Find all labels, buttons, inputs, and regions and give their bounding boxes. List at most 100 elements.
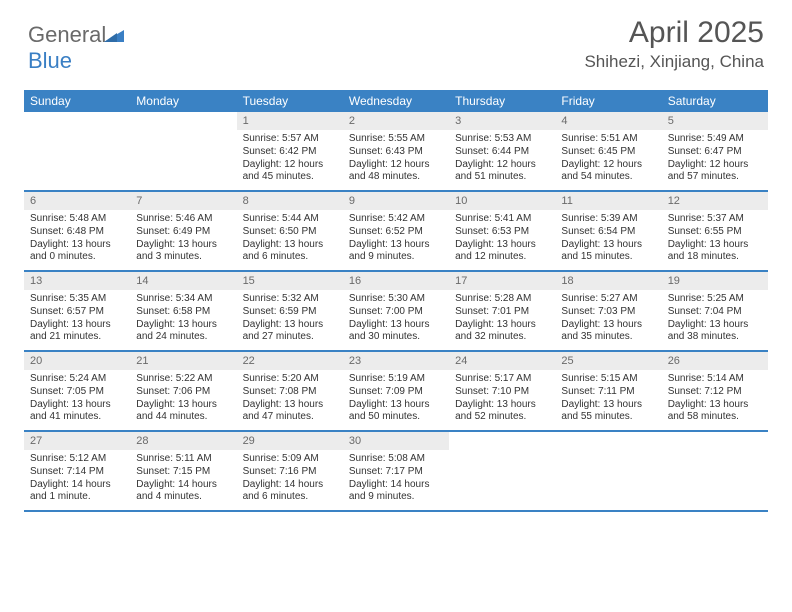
sunset-text: Sunset: 6:43 PM: [349, 146, 443, 159]
day-number: 7: [130, 192, 236, 210]
day-number: 26: [662, 352, 768, 370]
day-number: 3: [449, 112, 555, 130]
sunrise-text: Sunrise: 5:53 AM: [455, 133, 549, 146]
day-body: Sunrise: 5:22 AMSunset: 7:06 PMDaylight:…: [130, 370, 236, 429]
day-number: 2: [343, 112, 449, 130]
days-of-week-header: Sunday Monday Tuesday Wednesday Thursday…: [24, 90, 768, 112]
sunrise-text: Sunrise: 5:19 AM: [349, 373, 443, 386]
page-header: General Blue April 2025 Shihezi, Xinjian…: [0, 0, 792, 90]
calendar-day-cell: 25Sunrise: 5:15 AMSunset: 7:11 PMDayligh…: [555, 352, 661, 430]
day-number: 23: [343, 352, 449, 370]
day-number: 6: [24, 192, 130, 210]
calendar-empty-cell: [130, 112, 236, 190]
day-body: Sunrise: 5:44 AMSunset: 6:50 PMDaylight:…: [237, 210, 343, 269]
day-number: 20: [24, 352, 130, 370]
day-number: 25: [555, 352, 661, 370]
calendar-day-cell: 18Sunrise: 5:27 AMSunset: 7:03 PMDayligh…: [555, 272, 661, 350]
daylight-text: Daylight: 13 hours and 21 minutes.: [30, 319, 124, 345]
day-body: Sunrise: 5:49 AMSunset: 6:47 PMDaylight:…: [662, 130, 768, 189]
day-number: 9: [343, 192, 449, 210]
sunset-text: Sunset: 6:55 PM: [668, 226, 762, 239]
dow-thursday: Thursday: [449, 90, 555, 112]
day-number: 13: [24, 272, 130, 290]
day-number: 19: [662, 272, 768, 290]
sunrise-text: Sunrise: 5:46 AM: [136, 213, 230, 226]
sunset-text: Sunset: 7:16 PM: [243, 466, 337, 479]
sunset-text: Sunset: 7:11 PM: [561, 386, 655, 399]
day-body: Sunrise: 5:48 AMSunset: 6:48 PMDaylight:…: [24, 210, 130, 269]
daylight-text: Daylight: 13 hours and 32 minutes.: [455, 319, 549, 345]
daylight-text: Daylight: 13 hours and 12 minutes.: [455, 239, 549, 265]
calendar-day-cell: 22Sunrise: 5:20 AMSunset: 7:08 PMDayligh…: [237, 352, 343, 430]
sunset-text: Sunset: 7:12 PM: [668, 386, 762, 399]
calendar-day-cell: 24Sunrise: 5:17 AMSunset: 7:10 PMDayligh…: [449, 352, 555, 430]
sunset-text: Sunset: 6:58 PM: [136, 306, 230, 319]
daylight-text: Daylight: 12 hours and 51 minutes.: [455, 159, 549, 185]
day-body: Sunrise: 5:34 AMSunset: 6:58 PMDaylight:…: [130, 290, 236, 349]
day-number: 5: [662, 112, 768, 130]
sunset-text: Sunset: 7:05 PM: [30, 386, 124, 399]
logo-triangle-icon: [104, 22, 124, 48]
sunrise-text: Sunrise: 5:49 AM: [668, 133, 762, 146]
sunrise-text: Sunrise: 5:14 AM: [668, 373, 762, 386]
daylight-text: Daylight: 13 hours and 3 minutes.: [136, 239, 230, 265]
day-body: Sunrise: 5:12 AMSunset: 7:14 PMDaylight:…: [24, 450, 130, 509]
sunrise-text: Sunrise: 5:41 AM: [455, 213, 549, 226]
day-body: Sunrise: 5:09 AMSunset: 7:16 PMDaylight:…: [237, 450, 343, 509]
calendar-day-cell: 2Sunrise: 5:55 AMSunset: 6:43 PMDaylight…: [343, 112, 449, 190]
calendar-week-row: 6Sunrise: 5:48 AMSunset: 6:48 PMDaylight…: [24, 192, 768, 272]
sunset-text: Sunset: 7:00 PM: [349, 306, 443, 319]
daylight-text: Daylight: 12 hours and 45 minutes.: [243, 159, 337, 185]
sunrise-text: Sunrise: 5:20 AM: [243, 373, 337, 386]
sunrise-text: Sunrise: 5:32 AM: [243, 293, 337, 306]
day-body: Sunrise: 5:20 AMSunset: 7:08 PMDaylight:…: [237, 370, 343, 429]
dow-saturday: Saturday: [662, 90, 768, 112]
sunset-text: Sunset: 6:53 PM: [455, 226, 549, 239]
sunset-text: Sunset: 7:09 PM: [349, 386, 443, 399]
daylight-text: Daylight: 12 hours and 54 minutes.: [561, 159, 655, 185]
calendar-day-cell: 30Sunrise: 5:08 AMSunset: 7:17 PMDayligh…: [343, 432, 449, 510]
sunset-text: Sunset: 6:48 PM: [30, 226, 124, 239]
calendar-day-cell: 17Sunrise: 5:28 AMSunset: 7:01 PMDayligh…: [449, 272, 555, 350]
calendar-day-cell: 29Sunrise: 5:09 AMSunset: 7:16 PMDayligh…: [237, 432, 343, 510]
sunrise-text: Sunrise: 5:11 AM: [136, 453, 230, 466]
calendar-day-cell: 27Sunrise: 5:12 AMSunset: 7:14 PMDayligh…: [24, 432, 130, 510]
calendar-day-cell: 3 Sunrise: 5:53 AMSunset: 6:44 PMDaylight…: [449, 112, 555, 190]
calendar-day-cell: 28Sunrise: 5:11 AMSunset: 7:15 PMDayligh…: [130, 432, 236, 510]
sunset-text: Sunset: 7:17 PM: [349, 466, 443, 479]
day-number: 15: [237, 272, 343, 290]
calendar-week-row: 13Sunrise: 5:35 AMSunset: 6:57 PMDayligh…: [24, 272, 768, 352]
daylight-text: Daylight: 13 hours and 47 minutes.: [243, 399, 337, 425]
day-body: Sunrise: 5:32 AMSunset: 6:59 PMDaylight:…: [237, 290, 343, 349]
sunset-text: Sunset: 6:47 PM: [668, 146, 762, 159]
calendar-day-cell: 6Sunrise: 5:48 AMSunset: 6:48 PMDaylight…: [24, 192, 130, 270]
calendar-day-cell: 5Sunrise: 5:49 AMSunset: 6:47 PMDaylight…: [662, 112, 768, 190]
day-number: 21: [130, 352, 236, 370]
daylight-text: Daylight: 13 hours and 6 minutes.: [243, 239, 337, 265]
sunset-text: Sunset: 7:15 PM: [136, 466, 230, 479]
day-body: Sunrise: 5:46 AMSunset: 6:49 PMDaylight:…: [130, 210, 236, 269]
sunrise-text: Sunrise: 5:15 AM: [561, 373, 655, 386]
sunset-text: Sunset: 6:57 PM: [30, 306, 124, 319]
calendar-day-cell: 14Sunrise: 5:34 AMSunset: 6:58 PMDayligh…: [130, 272, 236, 350]
calendar-empty-cell: [449, 432, 555, 510]
calendar-empty-cell: [24, 112, 130, 190]
calendar-day-cell: 23Sunrise: 5:19 AMSunset: 7:09 PMDayligh…: [343, 352, 449, 430]
day-body: Sunrise: 5:42 AMSunset: 6:52 PMDaylight:…: [343, 210, 449, 269]
brand-logo: General Blue: [28, 22, 124, 74]
sunset-text: Sunset: 7:06 PM: [136, 386, 230, 399]
day-body: Sunrise: 5:14 AMSunset: 7:12 PMDaylight:…: [662, 370, 768, 429]
day-body: Sunrise: 5:39 AMSunset: 6:54 PMDaylight:…: [555, 210, 661, 269]
calendar-day-cell: 1Sunrise: 5:57 AMSunset: 6:42 PMDaylight…: [237, 112, 343, 190]
daylight-text: Daylight: 13 hours and 35 minutes.: [561, 319, 655, 345]
day-body: Sunrise: 5:51 AMSunset: 6:45 PMDaylight:…: [555, 130, 661, 189]
brand-part1: General: [28, 22, 106, 47]
calendar-day-cell: 13Sunrise: 5:35 AMSunset: 6:57 PMDayligh…: [24, 272, 130, 350]
sunrise-text: Sunrise: 5:28 AM: [455, 293, 549, 306]
sunrise-text: Sunrise: 5:34 AM: [136, 293, 230, 306]
day-number: 29: [237, 432, 343, 450]
sunrise-text: Sunrise: 5:12 AM: [30, 453, 124, 466]
sunset-text: Sunset: 6:44 PM: [455, 146, 549, 159]
sunrise-text: Sunrise: 5:08 AM: [349, 453, 443, 466]
daylight-text: Daylight: 13 hours and 18 minutes.: [668, 239, 762, 265]
